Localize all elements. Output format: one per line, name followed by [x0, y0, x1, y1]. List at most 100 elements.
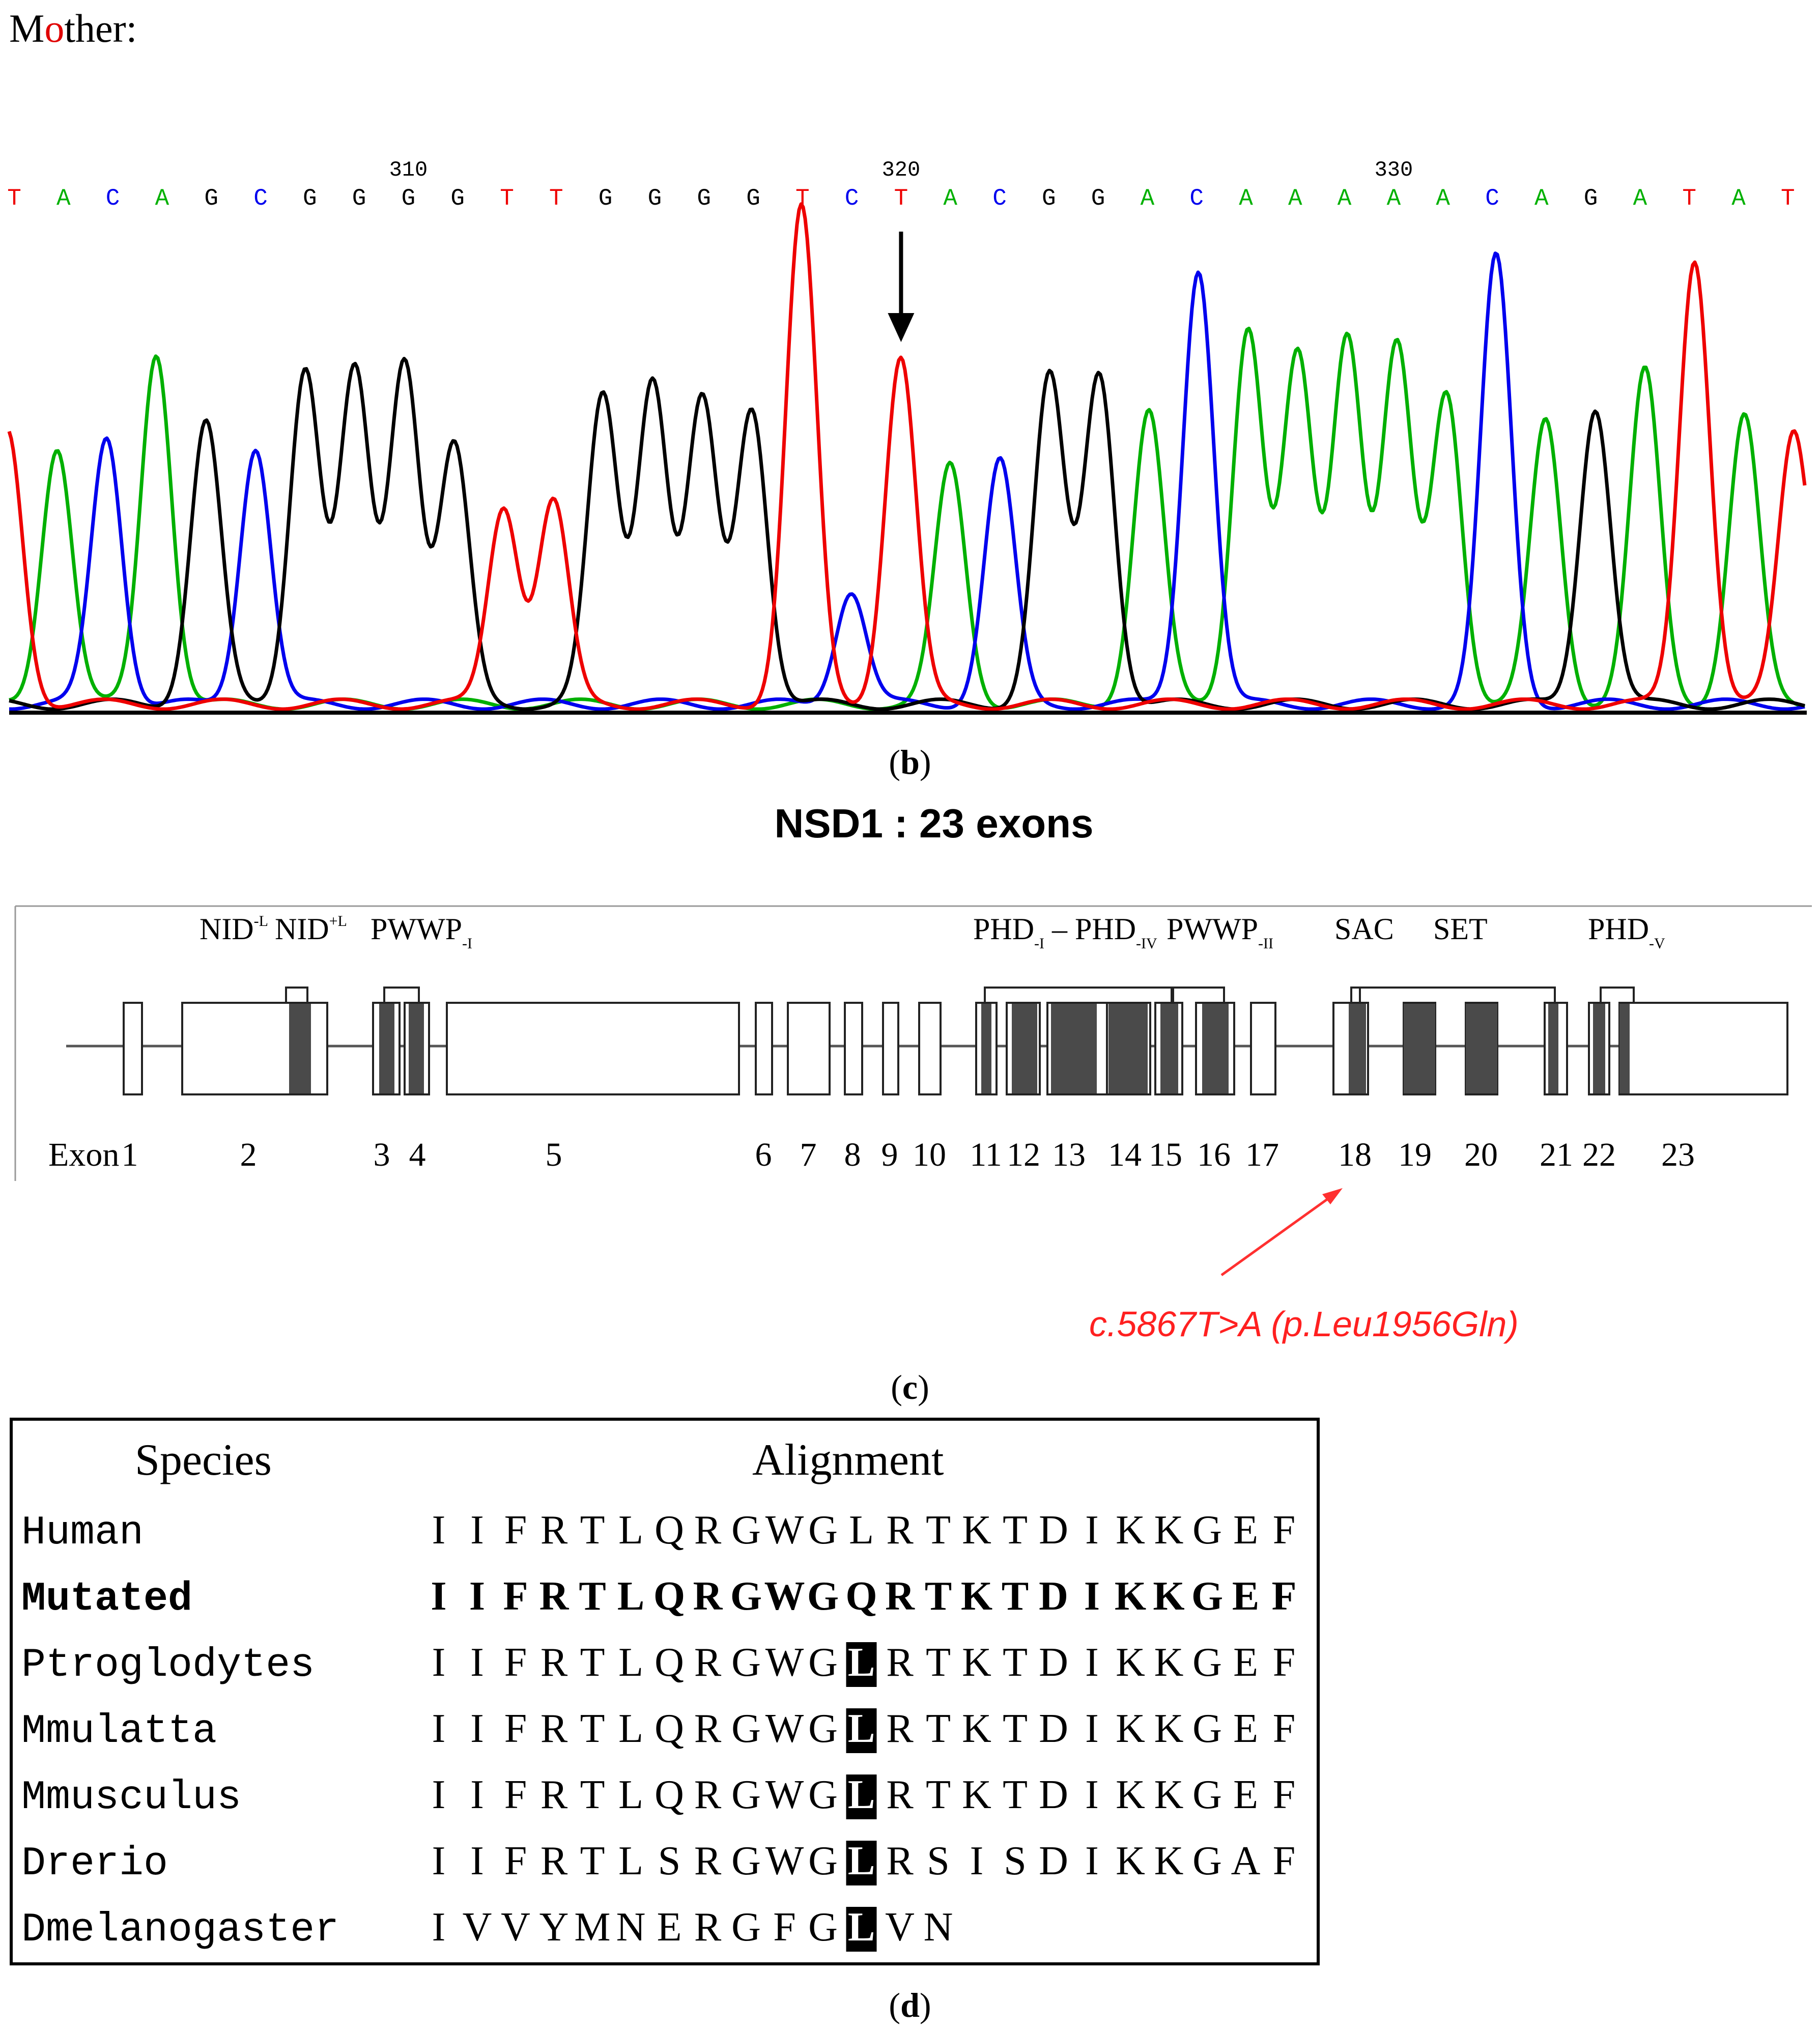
residue: K: [1153, 1574, 1184, 1619]
domain-labels: NID-L NID+L PWWP-I PHD-I – PHD-IV PWWP-I…: [200, 912, 1665, 952]
residue: I: [470, 1839, 484, 1883]
residue: R: [694, 1839, 722, 1883]
residue: S: [927, 1839, 950, 1883]
exon-axis-label: Exon: [48, 1136, 119, 1173]
domain-nid-minus: NID-L: [200, 912, 268, 946]
domain-bracket: [383, 987, 420, 1002]
panel-label-b: (b): [889, 743, 931, 781]
trace-t: [7, 202, 1807, 711]
exon-number: 21: [1540, 1136, 1573, 1173]
residue: R: [885, 1574, 915, 1619]
residue: W: [765, 1839, 804, 1883]
residue: A: [1231, 1839, 1261, 1883]
exon-number: 17: [1245, 1136, 1279, 1173]
residue: R: [541, 1640, 568, 1685]
exon-number: 5: [546, 1136, 562, 1173]
domain-segment: [1548, 1004, 1558, 1093]
domain-segment: [1160, 1004, 1178, 1093]
alignment-border: [10, 1418, 1320, 1965]
residue: D: [1039, 1640, 1068, 1685]
residue: G: [808, 1640, 838, 1685]
base-call-letter: G: [697, 185, 711, 212]
exon-box: [123, 1002, 143, 1095]
mutation-arrow-head: [1322, 1188, 1343, 1204]
base-call-letter: G: [1584, 185, 1598, 212]
domain-phd-v: PHD-V: [1588, 912, 1665, 952]
domain-bracket: [1172, 987, 1225, 1002]
base-call-letter: C: [253, 185, 268, 212]
residue: G: [731, 1508, 761, 1553]
base-call-letter: A: [1731, 185, 1746, 212]
mutation-label: c.5867T>A (p.Leu1956Gln): [1089, 1304, 1519, 1344]
exon-box: [755, 1002, 773, 1095]
residue: G: [808, 1508, 838, 1553]
title-prefix: M: [9, 6, 44, 50]
trace-c: [9, 251, 1805, 711]
domain-segment: [1593, 1004, 1605, 1093]
domain-segment: [1466, 1004, 1497, 1093]
residue: R: [694, 1905, 722, 1950]
variant-arrow: [888, 232, 915, 342]
conserved-highlight: [846, 1708, 877, 1753]
residue: G: [731, 1905, 761, 1950]
residue: I: [470, 1772, 484, 1817]
residue: F: [1273, 1508, 1296, 1553]
residue: T: [1003, 1640, 1028, 1685]
exon-box: [1250, 1002, 1276, 1095]
residue: R: [886, 1508, 914, 1553]
residue: R: [541, 1839, 568, 1883]
residue: I: [1085, 1706, 1099, 1751]
residue: T: [580, 1839, 605, 1883]
base-call-letter: A: [1436, 185, 1450, 212]
residue: G: [808, 1706, 838, 1751]
residue: L: [848, 1905, 875, 1950]
alignment-table: Species Alignment Human I I F R T L Q R G W G L R T K T D…: [10, 1418, 1320, 1965]
base-call-letter: A: [1338, 185, 1352, 212]
residue: F: [1273, 1706, 1296, 1751]
residue: R: [886, 1706, 914, 1751]
exon-number: 2: [240, 1136, 257, 1173]
header-alignment: Alignment: [752, 1435, 944, 1485]
residue: R: [693, 1574, 723, 1619]
base-call-letter: T: [500, 185, 514, 212]
exon-number: 14: [1108, 1136, 1142, 1173]
residue: R: [886, 1772, 914, 1817]
domain-brackets: [285, 987, 1635, 1002]
residue: Q: [655, 1640, 684, 1685]
residue: T: [1003, 1508, 1028, 1553]
domain-bracket: [1600, 987, 1635, 1002]
residue: R: [541, 1508, 568, 1553]
domain-segment: [1349, 1004, 1366, 1093]
residue: W: [765, 1706, 804, 1751]
residue: K: [1154, 1772, 1184, 1817]
residue: W: [765, 1508, 804, 1553]
residue: T: [1003, 1706, 1028, 1751]
exon-number: 6: [755, 1136, 772, 1173]
arrow-head: [888, 313, 915, 342]
residue: L: [618, 1772, 643, 1817]
residue: G: [808, 1772, 838, 1817]
residue: I: [432, 1706, 446, 1751]
residue: E: [1233, 1772, 1258, 1817]
exon-number: 16: [1197, 1136, 1231, 1173]
residue: K: [1116, 1706, 1145, 1751]
gene-diagram: NID-L NID+L PWWP-I PHD-I – PHD-IV PWWP-I…: [14, 905, 1812, 1344]
domain-bracket: [984, 987, 1173, 1002]
residue: G: [808, 1839, 838, 1883]
residue: F: [1273, 1839, 1296, 1883]
domain-sac: SAC: [1334, 912, 1394, 946]
base-call-letter: G: [450, 185, 465, 212]
exon-number: 22: [1582, 1136, 1616, 1173]
domain-segment: [1108, 1004, 1148, 1093]
residue: G: [1192, 1640, 1222, 1685]
base-call-letter: G: [599, 185, 613, 212]
residue: N: [924, 1905, 953, 1950]
exon-numbers: 1 2 3 4 5 6 7 8 9 10 11 12 13 14 15 16 17 18 19 20 21 22 23: [122, 1136, 1695, 1173]
exon-number: 23: [1661, 1136, 1695, 1173]
residue: I: [1085, 1839, 1099, 1883]
residue: L: [618, 1706, 643, 1751]
residue: K: [1154, 1508, 1184, 1553]
residue: I: [1084, 1574, 1100, 1619]
